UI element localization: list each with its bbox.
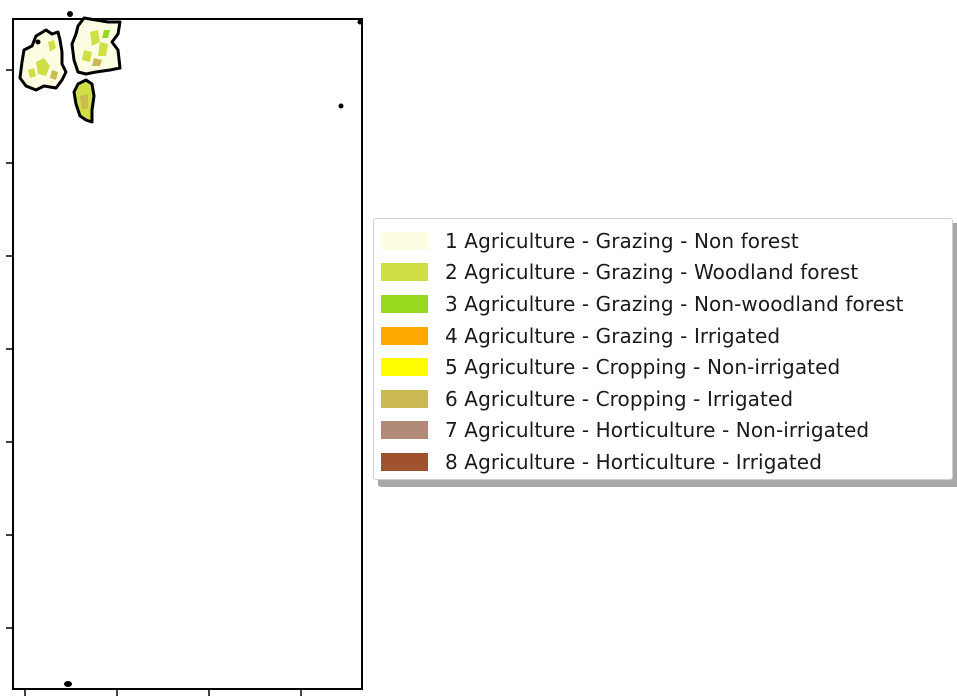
islet-point bbox=[64, 681, 72, 687]
legend-swatch bbox=[381, 263, 428, 282]
woodland-patch bbox=[50, 70, 58, 80]
legend-swatch bbox=[381, 231, 428, 250]
legend-label: 3 Agriculture - Grazing - Non-woodland f… bbox=[445, 291, 904, 316]
woodland-patch bbox=[48, 40, 56, 52]
cropping-patch bbox=[92, 58, 102, 66]
legend-item: 4 Agriculture - Grazing - Irrigated bbox=[374, 320, 952, 352]
woodland-patch bbox=[28, 68, 36, 78]
x-axis-ticks bbox=[24, 689, 302, 696]
legend-label: 1 Agriculture - Grazing - Non forest bbox=[445, 228, 799, 253]
legend-label: 4 Agriculture - Grazing - Irrigated bbox=[445, 323, 781, 348]
legend-item: 1 Agriculture - Grazing - Non forest bbox=[374, 225, 952, 257]
legend-label: 5 Agriculture - Cropping - Non-irrigated bbox=[445, 355, 841, 380]
region-south-boundary bbox=[72, 78, 96, 124]
legend-label: 6 Agriculture - Cropping - Irrigated bbox=[445, 386, 794, 411]
legend-item: 8 Agriculture - Horticulture - Irrigated bbox=[374, 446, 952, 478]
legend-swatch bbox=[381, 421, 428, 440]
region-west bbox=[18, 28, 68, 92]
map-frame bbox=[12, 18, 363, 690]
legend-item: 2 Agriculture - Grazing - Woodland fores… bbox=[374, 257, 952, 289]
legend-swatch bbox=[381, 294, 428, 313]
legend-swatch bbox=[381, 452, 428, 471]
map-plot bbox=[6, 11, 363, 696]
legend-label: 8 Agriculture - Horticulture - Irrigated bbox=[445, 449, 823, 474]
legend-swatch bbox=[381, 326, 428, 345]
legend-swatch bbox=[381, 389, 428, 408]
y-axis-ticks bbox=[6, 69, 13, 629]
region-west-boundary bbox=[18, 28, 68, 92]
region-north-boundary bbox=[70, 16, 122, 76]
region-south bbox=[72, 78, 96, 124]
legend-label: 2 Agriculture - Grazing - Woodland fores… bbox=[445, 260, 859, 285]
legend-swatch bbox=[381, 358, 428, 377]
legend-item: 6 Agriculture - Cropping - Irrigated bbox=[374, 383, 952, 415]
islet-point bbox=[357, 19, 363, 25]
woodland-patch bbox=[98, 42, 108, 56]
woodland-patch bbox=[90, 30, 100, 46]
legend-item: 7 Agriculture - Horticulture - Non-irrig… bbox=[374, 415, 952, 447]
non-woodland-patch bbox=[102, 30, 110, 38]
legend-label: 7 Agriculture - Horticulture - Non-irrig… bbox=[445, 418, 870, 443]
woodland-patch bbox=[82, 50, 92, 62]
islet-point bbox=[338, 103, 344, 109]
region-north bbox=[70, 16, 122, 76]
legend-item: 3 Agriculture - Grazing - Non-woodland f… bbox=[374, 288, 952, 320]
islet-point bbox=[67, 11, 73, 17]
region-west-islet bbox=[35, 39, 41, 45]
map-legend: 1 Agriculture - Grazing - Non forest 2 A… bbox=[373, 218, 953, 480]
woodland-patch bbox=[36, 58, 50, 76]
legend-item: 5 Agriculture - Cropping - Non-irrigated bbox=[374, 351, 952, 383]
cropping-patch bbox=[80, 94, 88, 110]
